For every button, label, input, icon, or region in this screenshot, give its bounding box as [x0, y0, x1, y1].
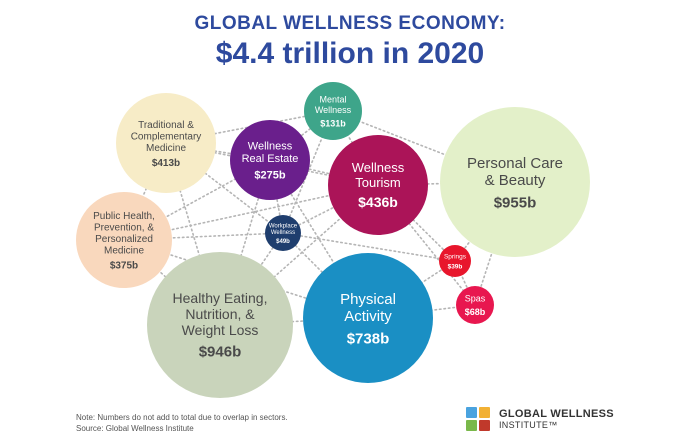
bubble-label: Prevention, &	[94, 223, 154, 234]
bubble	[265, 215, 301, 251]
bubble-value: $436b	[358, 194, 398, 210]
connector-line	[282, 232, 456, 262]
bubble-label: Spas	[465, 294, 486, 304]
bubble-value: $955b	[494, 195, 537, 212]
bubble-label: Traditional &	[138, 120, 194, 131]
footnote: Note: Numbers do not add to total due to…	[76, 412, 288, 434]
bubble	[456, 286, 494, 324]
bubble	[76, 192, 172, 288]
bubble	[328, 135, 428, 235]
footnote-note: Note: Numbers do not add to total due to…	[76, 413, 288, 422]
chart-subtitle: $4.4 trillion in 2020	[215, 37, 485, 70]
bubble-value: $375b	[110, 261, 138, 272]
bubble-label: & Beauty	[485, 172, 546, 189]
bubble-label: Wellness	[315, 105, 352, 115]
bubble-label: Medicine	[104, 246, 144, 257]
bubble	[303, 253, 433, 383]
bubble-label: Complementary	[131, 131, 202, 142]
logo-text-line1: GLOBAL WELLNESS	[499, 408, 614, 420]
bubble-label: Public Health,	[93, 211, 155, 222]
bubble-label: Physical	[340, 291, 396, 308]
bubble-group: Public Health,Prevention, &PersonalizedM…	[76, 192, 172, 288]
footnote-source: Source: Global Wellness Institute	[76, 424, 194, 433]
bubble	[116, 93, 216, 193]
bubble-value: $413b	[152, 158, 180, 169]
bubble	[439, 245, 471, 277]
bubble-label: Workplace	[269, 223, 298, 229]
bubble-label: Wellness	[248, 141, 293, 153]
bubble-value: $946b	[199, 344, 242, 361]
logo-mark-icon	[466, 407, 490, 431]
bubble-label: Mental	[319, 94, 346, 104]
chart-title-block: GLOBAL WELLNESS ECONOMY: $4.4 trillion i…	[0, 12, 700, 72]
bubble-label: Wellness	[271, 230, 295, 236]
bubble	[230, 120, 310, 200]
chart-title: GLOBAL WELLNESS ECONOMY:	[194, 13, 506, 34]
bubble-label: Springs	[444, 254, 467, 261]
bubble-group: Personal Care& Beauty $955b	[440, 107, 590, 257]
bubble	[304, 82, 362, 140]
bubble-label: Tourism	[355, 175, 401, 190]
bubble	[147, 252, 293, 398]
bubble	[440, 107, 590, 257]
bubble-group: Springs $39b	[439, 245, 471, 277]
gwi-logo: GLOBAL WELLNESS INSTITUTE™	[465, 406, 665, 434]
bubble-label: Nutrition, &	[185, 306, 255, 322]
connector-line	[377, 184, 476, 306]
bubble-value: $131b	[320, 118, 346, 128]
bubble-label: Medicine	[146, 143, 186, 154]
bubble-label: Personalized	[95, 234, 153, 245]
bubble-label: Personal Care	[467, 155, 563, 172]
bubble-group: Spas $68b	[456, 286, 494, 324]
bubble-label: Healthy Eating,	[173, 290, 268, 306]
bubble-value: $275b	[254, 170, 285, 182]
bubble-value: $68b	[465, 307, 486, 317]
bubbles-group: Personal Care& Beauty $955b Healthy Eating…	[76, 82, 590, 398]
bubble-label: Activity	[344, 308, 392, 325]
logo-text-line2: INSTITUTE™	[499, 420, 558, 430]
bubble-value: $738b	[347, 331, 390, 348]
bubble-value: $49b	[276, 239, 290, 245]
bubble-group: Healthy Eating,Nutrition, &Weight Loss $9…	[147, 252, 293, 398]
bubble-label: Weight Loss	[182, 322, 259, 338]
bubble-label: Real Estate	[242, 153, 299, 165]
bubble-value: $39b	[448, 263, 463, 270]
bubble-label: Wellness	[352, 160, 405, 175]
